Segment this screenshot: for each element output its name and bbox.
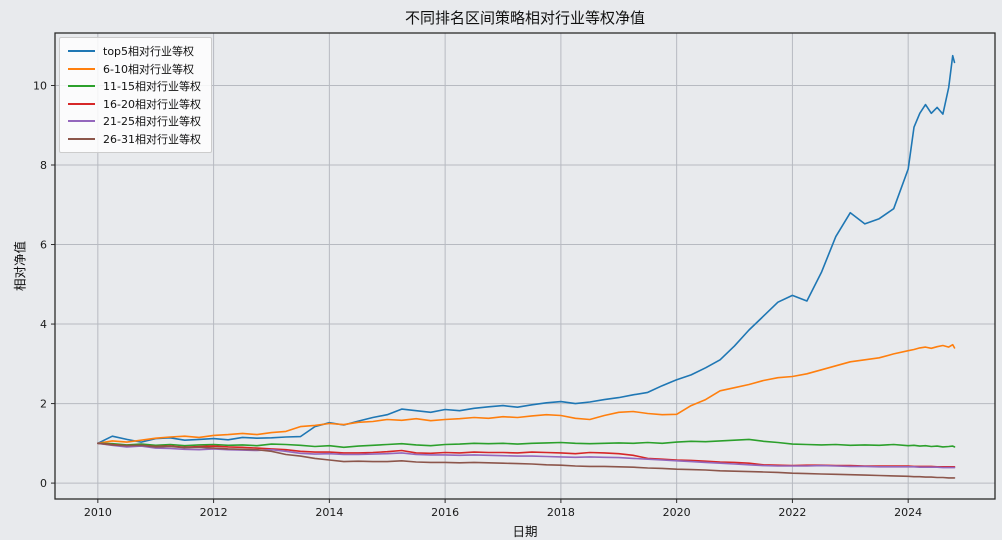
legend-label: top5相对行业等权 (103, 45, 195, 59)
x-tick-label: 2018 (547, 506, 575, 519)
x-tick-label: 2012 (200, 506, 228, 519)
legend-label: 16-20相对行业等权 (103, 97, 201, 111)
legend-label: 11-15相对行业等权 (103, 80, 201, 94)
legend-swatch-11-15 (68, 85, 95, 88)
y-tick-label: 4 (40, 318, 47, 331)
x-tick-label: 2010 (84, 506, 112, 519)
legend-swatch-21-25 (68, 120, 95, 123)
x-tick-label: 2022 (778, 506, 806, 519)
legend-label: 6-10相对行业等权 (103, 62, 194, 76)
y-tick-label: 8 (40, 159, 47, 172)
line-11-15 (97, 438, 956, 449)
x-tick-label: 2016 (431, 506, 459, 519)
chart-title: 不同排名区间策略相对行业等权净值 (404, 9, 645, 27)
x-tick-label: 2020 (663, 506, 691, 519)
x-axis-label: 日期 (512, 524, 538, 539)
y-axis-label: 相对净值 (12, 240, 28, 292)
line-26-31 (97, 442, 956, 479)
line-6-10 (97, 343, 956, 445)
legend-item-26-31: 26-31相对行业等权 (68, 131, 201, 148)
axes-spines (54, 32, 996, 500)
y-tick-label: 2 (40, 397, 47, 410)
legend-label: 26-31相对行业等权 (103, 132, 201, 146)
x-tick-label: 2024 (894, 506, 922, 519)
legend-item-top5: top5相对行业等权 (68, 43, 201, 60)
legend-swatch-top5 (68, 50, 95, 53)
legend-swatch-16-20 (68, 102, 95, 105)
x-tick-label: 2014 (315, 506, 343, 519)
line-top5 (97, 54, 956, 445)
legend-item-21-25: 21-25相对行业等权 (68, 113, 201, 130)
legend: top5相对行业等权 6-10相对行业等权 11-15相对行业等权 16-20相对行业… (59, 37, 212, 153)
y-tick-label: 6 (40, 238, 47, 251)
legend-label: 21-25相对行业等权 (103, 115, 201, 129)
y-tick-label: 10 (33, 79, 47, 92)
legend-swatch-26-31 (68, 137, 95, 140)
legend-item-6-10: 6-10相对行业等权 (68, 61, 201, 78)
legend-item-16-20: 16-20相对行业等权 (68, 96, 201, 113)
legend-swatch-6-10 (68, 67, 95, 70)
y-tick-label: 0 (40, 477, 47, 490)
legend-item-11-15: 11-15相对行业等权 (68, 78, 201, 95)
